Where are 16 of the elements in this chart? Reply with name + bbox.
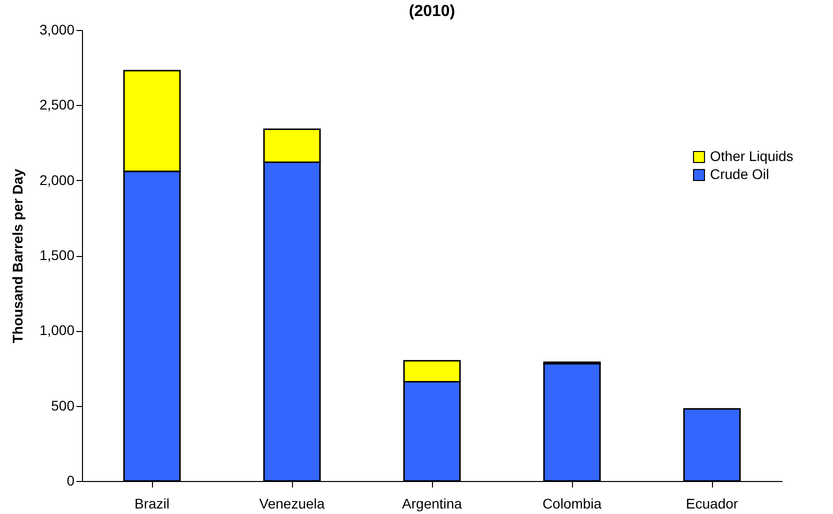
y-tick-label: 0 <box>66 472 75 488</box>
y-tick-label: 3,000 <box>39 22 75 38</box>
legend-label: Crude Oil <box>710 166 770 182</box>
x-tick-label: Ecuador <box>686 496 738 512</box>
y-tick-label: 1,000 <box>39 322 75 338</box>
x-tick-label: Brazil <box>134 496 170 512</box>
chart-title: (2010) <box>408 3 456 20</box>
x-tick-label: Colombia <box>542 496 602 512</box>
y-tick-label: 2,500 <box>39 96 75 113</box>
y-axis-title: Thousand Barrels per Day <box>9 168 26 344</box>
x-tick-label: Venezuela <box>259 496 325 512</box>
x-tick-label: Argentina <box>402 496 462 512</box>
y-tick-label: 500 <box>51 397 75 414</box>
legend-label: Other Liquids <box>710 148 794 164</box>
y-tick-label: 2,000 <box>39 172 75 188</box>
y-tick-label: 1,500 <box>39 247 75 263</box>
